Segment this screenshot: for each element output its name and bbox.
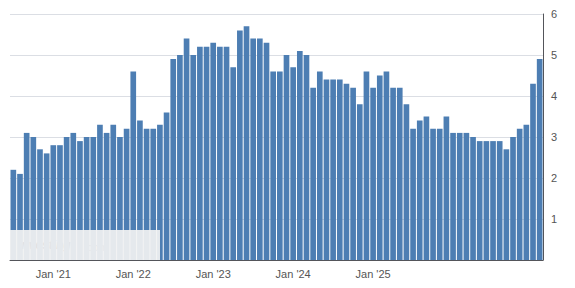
svg-text:1: 1 — [551, 213, 557, 225]
svg-text:Jan '21: Jan '21 — [36, 268, 71, 280]
svg-text:Jan '23: Jan '23 — [196, 268, 231, 280]
svg-text:5: 5 — [551, 49, 557, 61]
svg-text:6: 6 — [551, 8, 557, 20]
svg-text:Jan '25: Jan '25 — [356, 268, 391, 280]
svg-text:2: 2 — [551, 172, 557, 184]
svg-text:4: 4 — [551, 90, 557, 102]
svg-text:Jan '24: Jan '24 — [276, 268, 311, 280]
svg-text:3: 3 — [551, 131, 557, 143]
svg-text:Jan '22: Jan '22 — [116, 268, 151, 280]
